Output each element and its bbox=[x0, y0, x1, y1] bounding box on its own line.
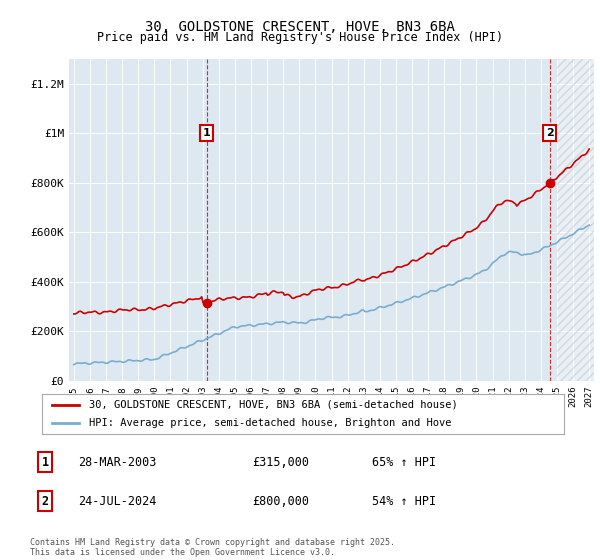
Text: 65% ↑ HPI: 65% ↑ HPI bbox=[372, 455, 436, 469]
Text: Price paid vs. HM Land Registry's House Price Index (HPI): Price paid vs. HM Land Registry's House … bbox=[97, 31, 503, 44]
Text: 1: 1 bbox=[203, 128, 211, 138]
Text: £315,000: £315,000 bbox=[252, 455, 309, 469]
Text: 24-JUL-2024: 24-JUL-2024 bbox=[78, 494, 157, 508]
Text: 30, GOLDSTONE CRESCENT, HOVE, BN3 6BA: 30, GOLDSTONE CRESCENT, HOVE, BN3 6BA bbox=[145, 20, 455, 34]
Text: 1: 1 bbox=[41, 455, 49, 469]
Text: Contains HM Land Registry data © Crown copyright and database right 2025.
This d: Contains HM Land Registry data © Crown c… bbox=[30, 538, 395, 557]
Text: 2: 2 bbox=[41, 494, 49, 508]
Text: HPI: Average price, semi-detached house, Brighton and Hove: HPI: Average price, semi-detached house,… bbox=[89, 418, 451, 428]
Text: £800,000: £800,000 bbox=[252, 494, 309, 508]
Text: 28-MAR-2003: 28-MAR-2003 bbox=[78, 455, 157, 469]
Text: 2: 2 bbox=[546, 128, 554, 138]
Text: 30, GOLDSTONE CRESCENT, HOVE, BN3 6BA (semi-detached house): 30, GOLDSTONE CRESCENT, HOVE, BN3 6BA (s… bbox=[89, 400, 458, 410]
Text: 54% ↑ HPI: 54% ↑ HPI bbox=[372, 494, 436, 508]
